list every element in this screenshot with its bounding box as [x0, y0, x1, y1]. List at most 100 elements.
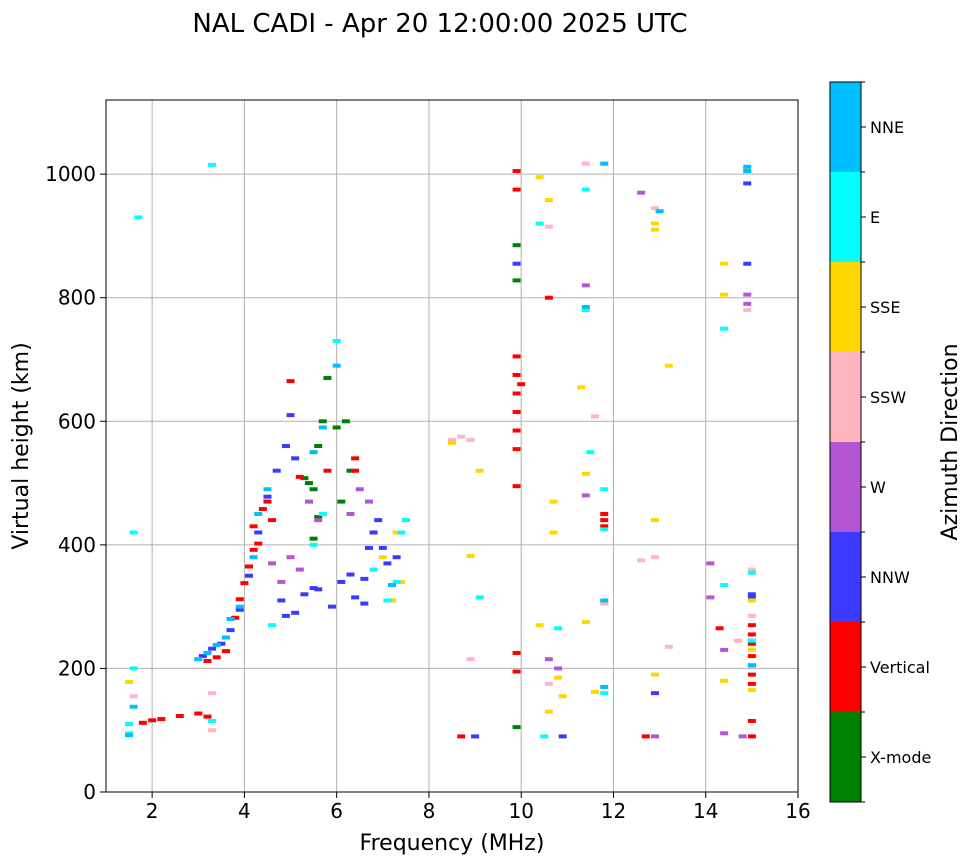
data-point — [747, 567, 756, 572]
data-point — [747, 598, 756, 603]
colorbar-category-label: Vertical — [870, 658, 930, 677]
data-point — [129, 694, 138, 699]
data-point — [664, 363, 673, 368]
data-point — [125, 680, 134, 685]
data-point — [720, 326, 729, 331]
data-point — [650, 206, 659, 211]
colorbar-segment — [830, 622, 861, 712]
data-point — [747, 592, 756, 597]
data-point — [600, 527, 609, 532]
data-point — [544, 198, 553, 203]
data-point — [581, 304, 590, 309]
data-point — [208, 718, 217, 723]
data-point — [655, 209, 664, 214]
data-point — [129, 704, 138, 709]
data-point — [650, 672, 659, 677]
data-point — [512, 484, 521, 489]
series-ssw — [129, 161, 756, 733]
data-point — [637, 190, 646, 195]
data-point — [212, 642, 221, 647]
data-point — [235, 604, 244, 609]
data-point — [747, 632, 756, 637]
data-point — [471, 734, 480, 739]
data-point — [457, 434, 466, 439]
colorbar-category-label: SSW — [870, 388, 906, 407]
colorbar-label: Azimuth Direction — [938, 343, 963, 540]
data-point — [309, 487, 318, 492]
data-point — [600, 598, 609, 603]
data-point — [650, 518, 659, 523]
data-point — [512, 169, 521, 174]
data-point — [512, 278, 521, 283]
x-axis-label: Frequency (MHz) — [360, 831, 545, 856]
data-point — [512, 372, 521, 377]
data-point — [397, 530, 406, 535]
data-point — [466, 657, 475, 662]
data-point — [650, 555, 659, 560]
data-point — [268, 561, 277, 566]
data-point — [743, 292, 752, 297]
colorbar-category-label: W — [870, 478, 886, 497]
colorbar-segment — [830, 532, 861, 622]
data-point — [650, 691, 659, 696]
data-point — [512, 391, 521, 396]
data-point — [715, 626, 724, 631]
data-point — [586, 450, 595, 455]
data-point — [706, 561, 715, 566]
x-tick-label: 12 — [601, 799, 626, 823]
data-point — [392, 530, 401, 535]
x-tick-label: 2 — [146, 799, 159, 823]
data-point — [138, 720, 147, 725]
data-point — [277, 579, 286, 584]
data-point — [535, 221, 544, 226]
plot-frame — [105, 99, 799, 793]
y-tick-label: 600 — [58, 409, 96, 433]
data-point — [448, 440, 456, 445]
data-point — [734, 638, 743, 643]
data-point — [249, 524, 258, 529]
data-point — [300, 476, 309, 481]
data-point — [650, 227, 659, 232]
x-tick-label: 10 — [508, 799, 533, 823]
x-axis-ticks: 2 4 6 8 10 12 14 16 — [146, 792, 811, 823]
data-point — [747, 647, 756, 652]
series-x-mode — [300, 243, 521, 730]
data-point — [512, 428, 521, 433]
data-point — [175, 714, 184, 719]
data-point — [235, 607, 244, 612]
data-point — [600, 524, 609, 529]
data-point — [314, 515, 323, 520]
data-point — [650, 734, 659, 739]
data-point — [747, 613, 756, 618]
series-vertical — [138, 169, 756, 739]
data-point — [747, 688, 756, 693]
data-point — [747, 654, 756, 659]
data-point — [286, 379, 295, 384]
data-point — [743, 301, 752, 306]
data-point — [337, 579, 346, 584]
data-point — [254, 530, 263, 535]
data-point — [157, 717, 166, 722]
data-point — [581, 161, 590, 166]
series-nnw — [198, 181, 756, 739]
data-point — [554, 626, 563, 631]
data-point — [591, 689, 600, 694]
data-point — [720, 678, 729, 683]
data-point — [323, 468, 332, 473]
data-point — [650, 221, 659, 226]
data-point — [304, 481, 313, 486]
data-point — [743, 169, 752, 174]
data-point — [332, 363, 341, 368]
data-point — [535, 175, 544, 180]
data-point — [747, 734, 756, 739]
data-point — [743, 181, 752, 186]
data-point — [360, 576, 369, 581]
y-tick-label: 400 — [58, 533, 96, 557]
data-point — [512, 650, 521, 655]
data-point — [512, 447, 521, 452]
data-point — [198, 654, 207, 659]
data-point — [254, 511, 263, 516]
data-point — [747, 595, 756, 600]
colorbar-category-label: SSE — [870, 298, 900, 317]
